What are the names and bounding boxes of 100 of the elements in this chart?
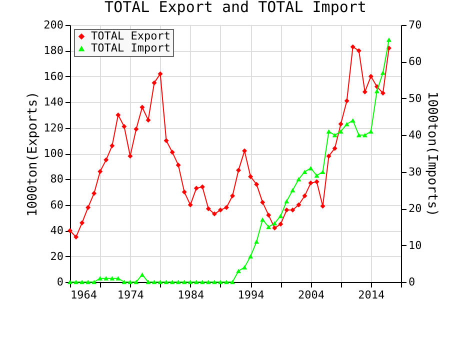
point (242, 148, 248, 154)
point (344, 122, 350, 126)
point (170, 150, 175, 155)
point (176, 280, 181, 284)
point (98, 276, 103, 280)
x-tick-label: 1964 (70, 288, 98, 302)
point (80, 280, 85, 284)
y-tick-label: 200 (44, 18, 64, 32)
point (356, 132, 362, 138)
point (332, 146, 338, 151)
point (224, 280, 229, 284)
point (236, 268, 242, 274)
chart-title: TOTAL Export and TOTAL Import (104, 0, 366, 16)
point (380, 90, 386, 96)
y2-tick-label: 20 (408, 202, 422, 216)
y2-tick-label: 0 (408, 276, 416, 288)
y2-tick-label: 30 (408, 165, 422, 178)
point (128, 280, 133, 284)
point (338, 129, 344, 134)
point (68, 280, 72, 284)
point (194, 280, 199, 284)
point (338, 121, 344, 126)
point (188, 280, 193, 284)
point (320, 170, 326, 174)
point (230, 193, 235, 198)
point (254, 239, 260, 244)
y2-tick-label: 40 (408, 128, 422, 142)
point (200, 280, 205, 284)
point (218, 208, 223, 213)
point (326, 154, 332, 159)
point (272, 226, 278, 231)
point (260, 200, 266, 205)
point (248, 254, 254, 258)
x-tick-label: 1984 (178, 288, 204, 302)
point (152, 280, 157, 284)
point (92, 280, 97, 284)
point (146, 280, 151, 284)
y2-tick-label: 50 (408, 92, 422, 105)
point (110, 143, 115, 148)
point (290, 188, 296, 192)
y-tick-label: 0 (56, 276, 64, 288)
point (254, 182, 260, 187)
point (128, 154, 133, 159)
point (302, 193, 308, 198)
point (104, 276, 109, 280)
point (194, 186, 199, 191)
point (350, 44, 356, 50)
y2-tick-label: 70 (408, 18, 422, 32)
point (122, 124, 127, 130)
point (326, 129, 332, 134)
point (344, 98, 350, 104)
point (182, 280, 187, 284)
point (356, 48, 362, 54)
y-tick-label: 140 (44, 96, 64, 109)
legend-label: TOTAL Export (91, 30, 170, 42)
point (134, 126, 139, 132)
point (236, 168, 242, 173)
point (314, 179, 320, 184)
y-tick-label: 100 (44, 147, 64, 160)
point (308, 166, 314, 170)
y2-axis-title: 1000ton(Imports) (424, 91, 440, 217)
y-axis-title: 1000ton(Exports) (26, 91, 41, 217)
point (212, 211, 217, 216)
point (134, 280, 139, 284)
point (176, 162, 181, 168)
point (278, 214, 284, 218)
point (260, 217, 266, 222)
point (278, 222, 284, 227)
point (92, 190, 97, 196)
point (368, 74, 374, 79)
point (182, 190, 187, 195)
point (200, 184, 205, 190)
point (290, 208, 296, 213)
y-tick-label: 40 (50, 224, 64, 238)
point (68, 228, 72, 234)
point (284, 208, 290, 213)
point (140, 104, 145, 110)
point (218, 280, 223, 284)
point (104, 157, 109, 162)
y2-tick-label: 10 (408, 238, 422, 252)
point (374, 88, 380, 94)
y-tick-label: 80 (50, 172, 64, 186)
point (188, 202, 193, 208)
point (86, 204, 91, 210)
x-tick-label: 1994 (238, 288, 265, 302)
legend-label: TOTAL Import (91, 42, 170, 54)
point (98, 168, 103, 174)
y2-tick-label: 60 (408, 55, 422, 68)
point (362, 89, 368, 94)
point (110, 276, 115, 280)
point (158, 71, 163, 76)
point (74, 234, 79, 240)
point (320, 204, 326, 209)
point (296, 202, 302, 208)
point (164, 280, 169, 284)
point (368, 129, 374, 134)
point (242, 265, 248, 270)
point (74, 280, 79, 284)
y-tick-label: 120 (44, 121, 64, 134)
point (332, 132, 338, 138)
